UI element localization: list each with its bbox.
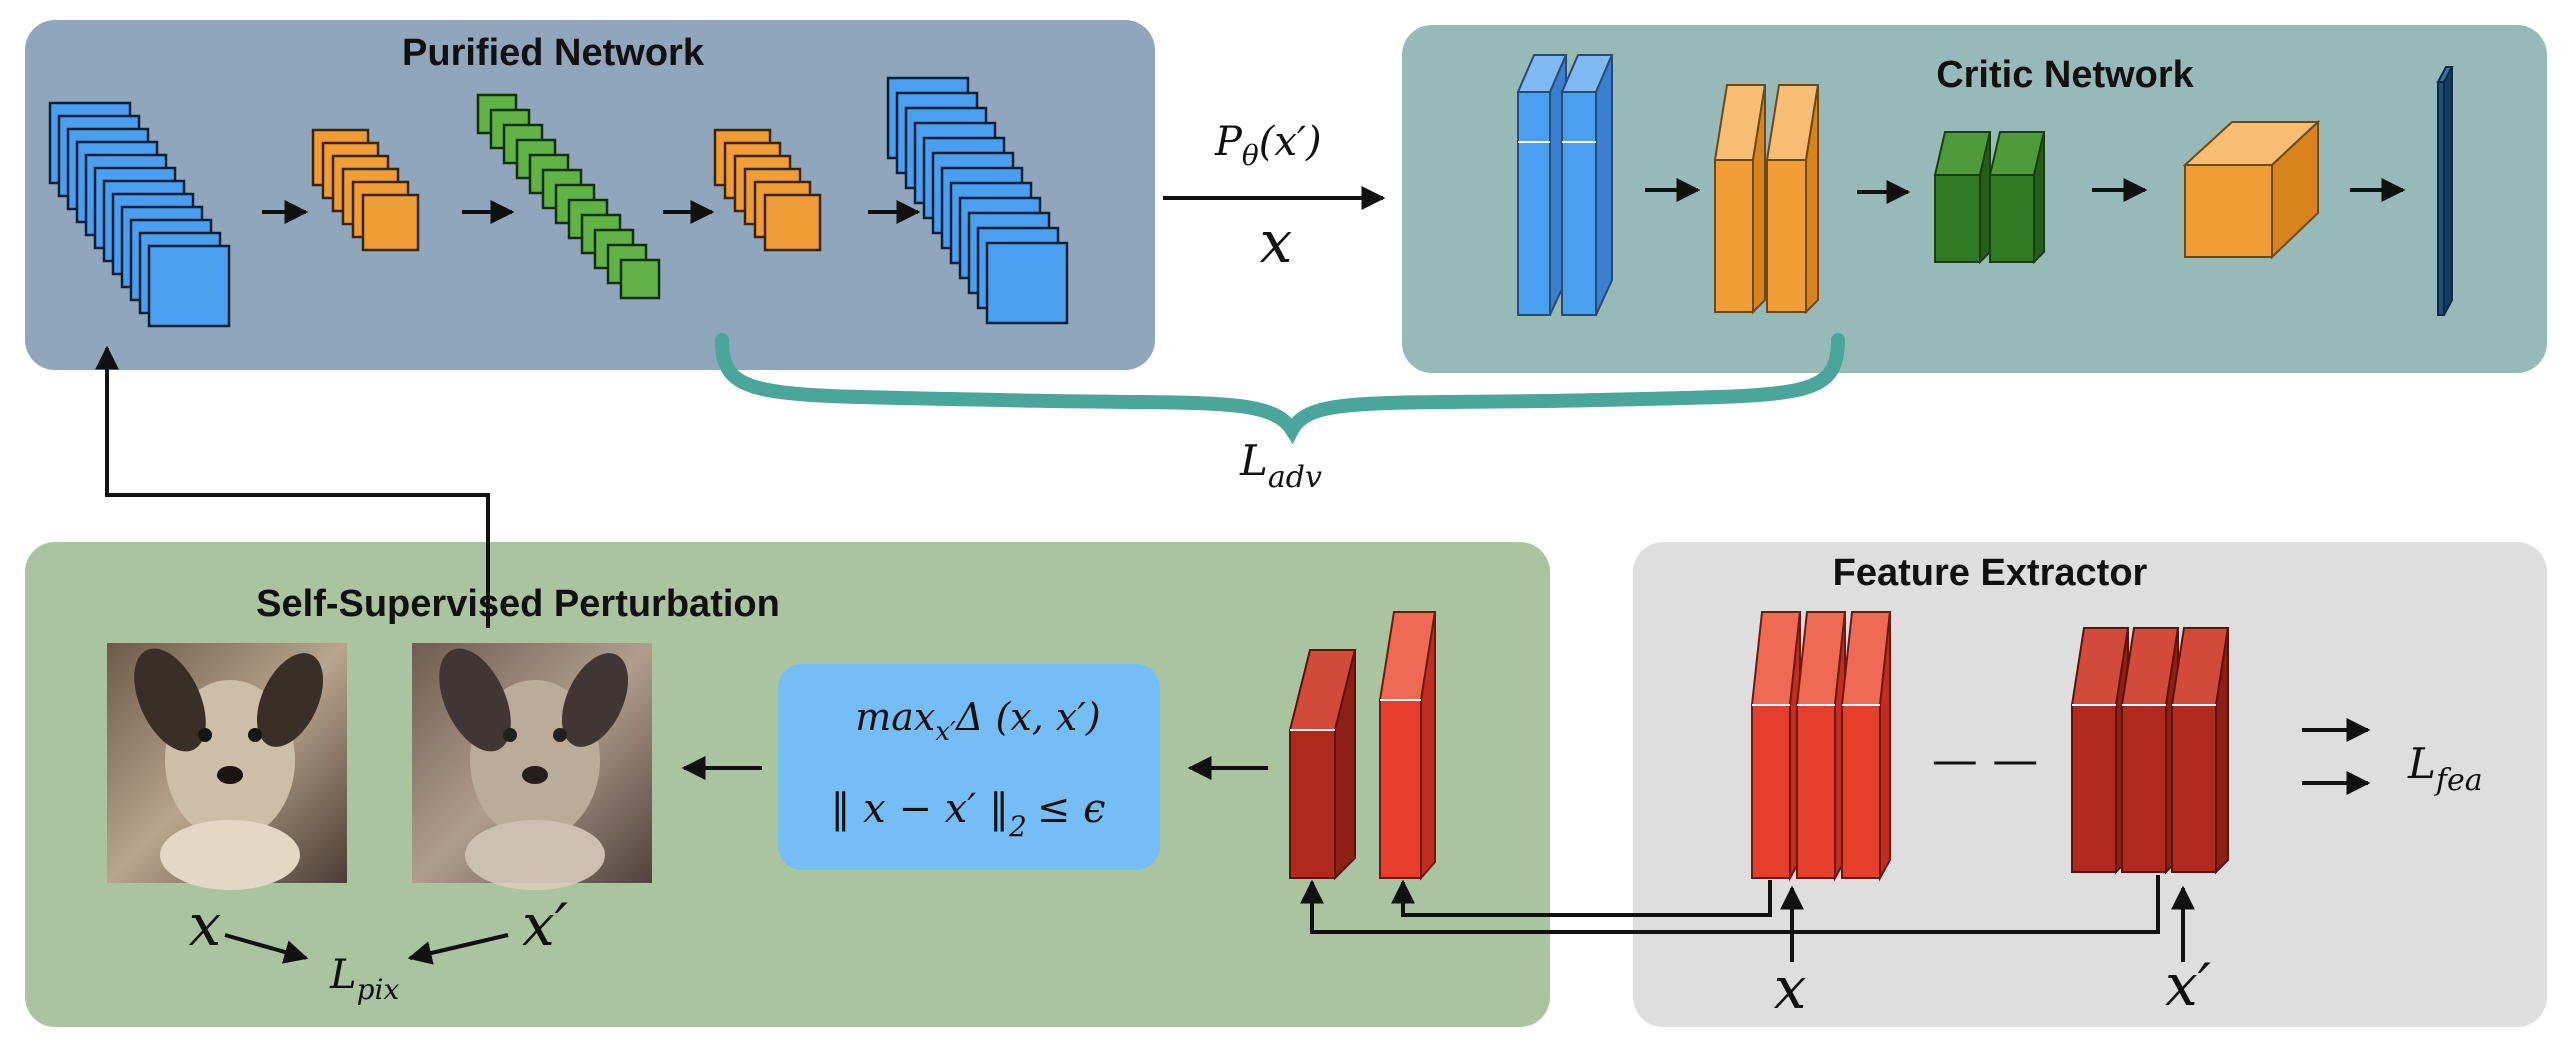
orange-feature-map-stack-1 [311, 128, 420, 252]
orange-feature-map-stack-2 [713, 128, 822, 252]
self-supervised-perturbation-title: Self-Supervised Perturbation [256, 583, 780, 625]
arrow-xprime-to-lpix [407, 933, 509, 965]
original-dog-image [107, 643, 347, 890]
route-line-last-layer [1300, 875, 2160, 934]
feature-extractor-red-block-2 [2070, 627, 2230, 875]
feature-map-square [361, 193, 420, 252]
adversarial-loss-brace [715, 333, 1845, 445]
arrow-perturbed-to-purified [95, 345, 490, 628]
feature-extractor-red-block-1 [1750, 611, 1892, 882]
objective-formula-line-1: maxx′Δ (x, x′) [855, 695, 1101, 747]
route-line-first-layer [1391, 879, 1772, 917]
objective-formula-box [778, 664, 1160, 870]
x-prime-extractor-label: x′ [2165, 951, 2211, 1019]
critic-orange-block [1713, 84, 1820, 315]
feature-map-square [147, 244, 231, 328]
x-input-label-top: x [1260, 208, 1293, 276]
critic-dark-green-block [1933, 131, 2046, 265]
feature-map-square [619, 258, 661, 300]
x-prime-image-label: x′ [522, 891, 568, 959]
critic-blue-block [1516, 54, 1614, 316]
perturbation-red-layers [1288, 611, 1437, 881]
perturbed-dog-image [412, 643, 652, 890]
x-extractor-label: x [1774, 954, 1807, 1022]
blue-feature-map-stack-output [886, 76, 1069, 325]
critic-network-title: Critic Network [1936, 54, 2194, 96]
blue-feature-map-stack-input [48, 101, 231, 328]
critic-orange-cube [2182, 119, 2321, 260]
feature-map-square [763, 193, 822, 252]
l-fea-label: Lfea [2407, 739, 2483, 798]
l-pix-label: Lpix [329, 952, 399, 1006]
feature-extractor-title: Feature Extractor [1833, 552, 2148, 594]
arrow-x-to-lpix [224, 933, 309, 964]
layer-ellipsis-dashes: — — [1932, 732, 2039, 786]
l-adv-label: Ladv [1239, 436, 1322, 495]
critic-output-bar [2436, 66, 2454, 316]
purified-network-title: Purified Network [402, 32, 705, 74]
feature-map-square [985, 241, 1069, 325]
green-feature-map-stack [476, 93, 661, 300]
x-image-label: x [189, 891, 222, 959]
p-theta-label: Pθ(x′) [1214, 119, 1322, 172]
objective-formula-line-2: ‖ x − x′ ‖2 ≤ ϵ [830, 786, 1105, 843]
